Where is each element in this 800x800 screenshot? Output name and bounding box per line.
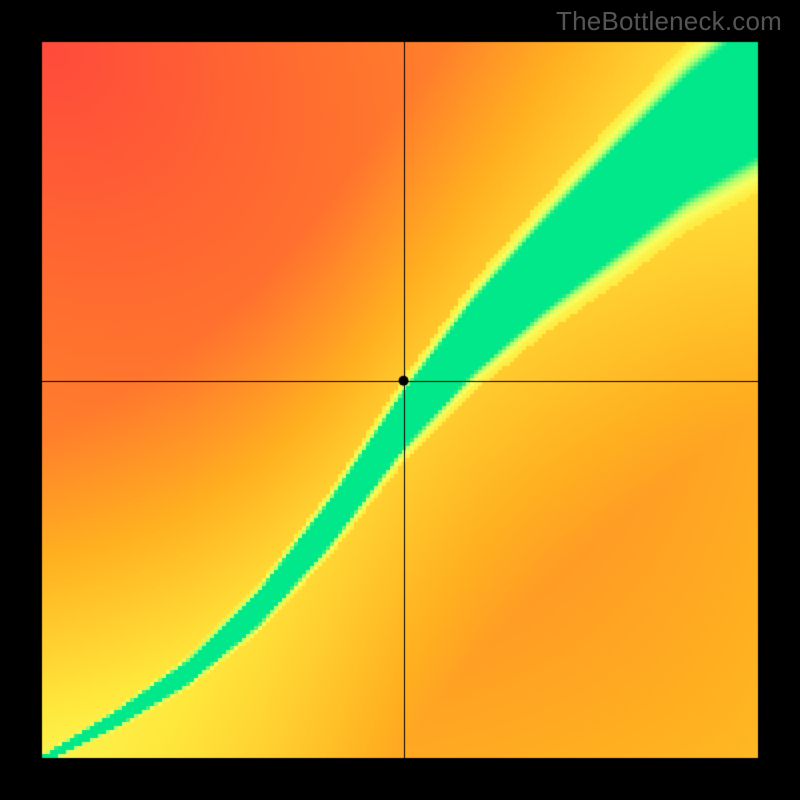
watermark-text: TheBottleneck.com	[556, 6, 782, 37]
chart-container: { "watermark": { "text": "TheBottleneck.…	[0, 0, 800, 800]
heatmap-canvas	[0, 0, 800, 800]
